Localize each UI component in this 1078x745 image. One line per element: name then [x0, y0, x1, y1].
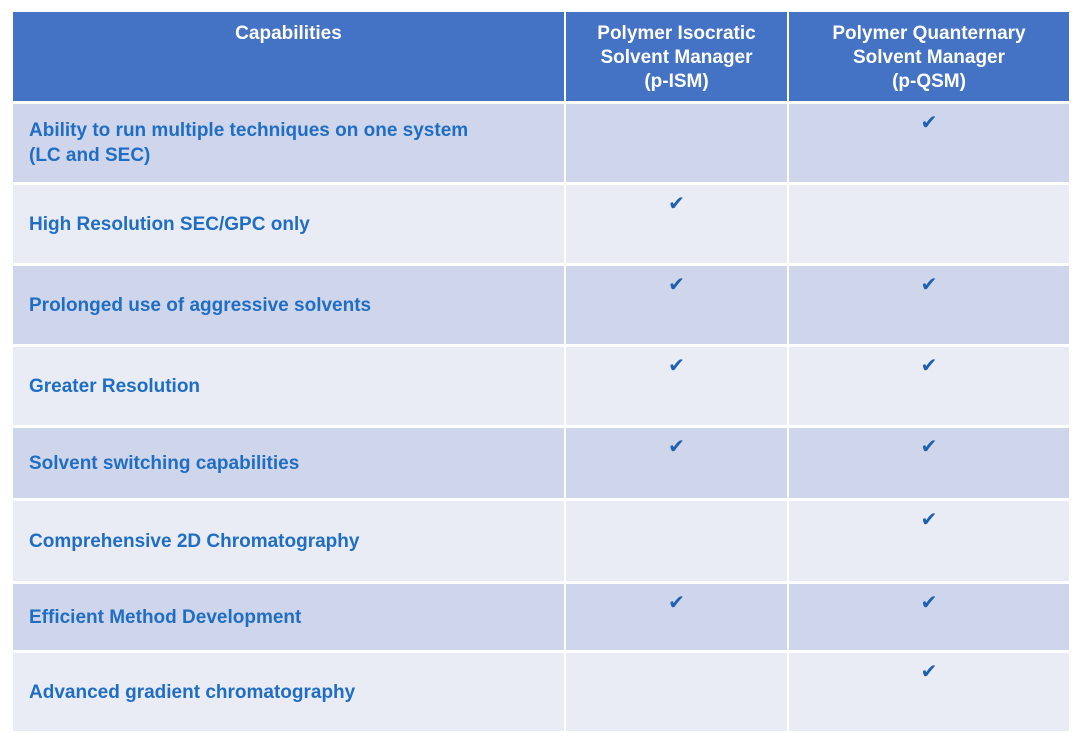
p-ism-cell: ✔ [566, 347, 787, 425]
check-icon: ✔ [920, 110, 938, 134]
p-ism-cell: ✔ [566, 428, 787, 498]
capability-label: Prolonged use of aggressive solvents [13, 266, 564, 344]
capability-label: Advanced gradient chromatography [13, 653, 564, 731]
p-ism-cell: ✔ [566, 584, 787, 650]
check-icon: ✔ [668, 272, 685, 296]
p-ism-cell [566, 104, 787, 182]
check-icon: ✔ [920, 353, 938, 377]
capabilities-table: Capabilities Polymer Isocratic Solvent M… [13, 12, 1069, 731]
p-qsm-cell: ✔ [789, 584, 1069, 650]
check-icon: ✔ [920, 590, 938, 614]
check-icon: ✔ [920, 272, 938, 296]
check-icon: ✔ [920, 659, 938, 683]
p-ism-cell: ✔ [566, 185, 787, 263]
capability-label: High Resolution SEC/GPC only [13, 185, 564, 263]
p-qsm-cell: ✔ [789, 653, 1069, 731]
check-icon: ✔ [920, 434, 938, 458]
p-qsm-cell [789, 185, 1069, 263]
p-ism-cell [566, 653, 787, 731]
check-icon: ✔ [668, 353, 685, 377]
capability-label: Solvent switching capabilities [13, 428, 564, 498]
p-qsm-cell: ✔ [789, 501, 1069, 581]
check-icon: ✔ [668, 191, 685, 215]
p-ism-cell [566, 501, 787, 581]
header-capabilities: Capabilities [13, 12, 564, 101]
p-qsm-cell: ✔ [789, 428, 1069, 498]
p-qsm-cell: ✔ [789, 104, 1069, 182]
capability-label: Greater Resolution [13, 347, 564, 425]
header-p-qsm-text: Polymer Quanternary Solvent Manager (p-Q… [832, 23, 1026, 92]
check-icon: ✔ [668, 590, 685, 614]
check-icon: ✔ [668, 434, 685, 458]
p-qsm-cell: ✔ [789, 266, 1069, 344]
header-p-qsm: Polymer Quanternary Solvent Manager (p-Q… [789, 12, 1069, 101]
check-icon: ✔ [920, 507, 938, 531]
capability-label: Ability to run multiple techniques on on… [13, 104, 564, 182]
p-qsm-cell: ✔ [789, 347, 1069, 425]
capability-label: Efficient Method Development [13, 584, 564, 650]
header-p-ism: Polymer Isocratic Solvent Manager (p-ISM… [566, 12, 787, 101]
p-ism-cell: ✔ [566, 266, 787, 344]
capability-label: Comprehensive 2D Chromatography [13, 501, 564, 581]
